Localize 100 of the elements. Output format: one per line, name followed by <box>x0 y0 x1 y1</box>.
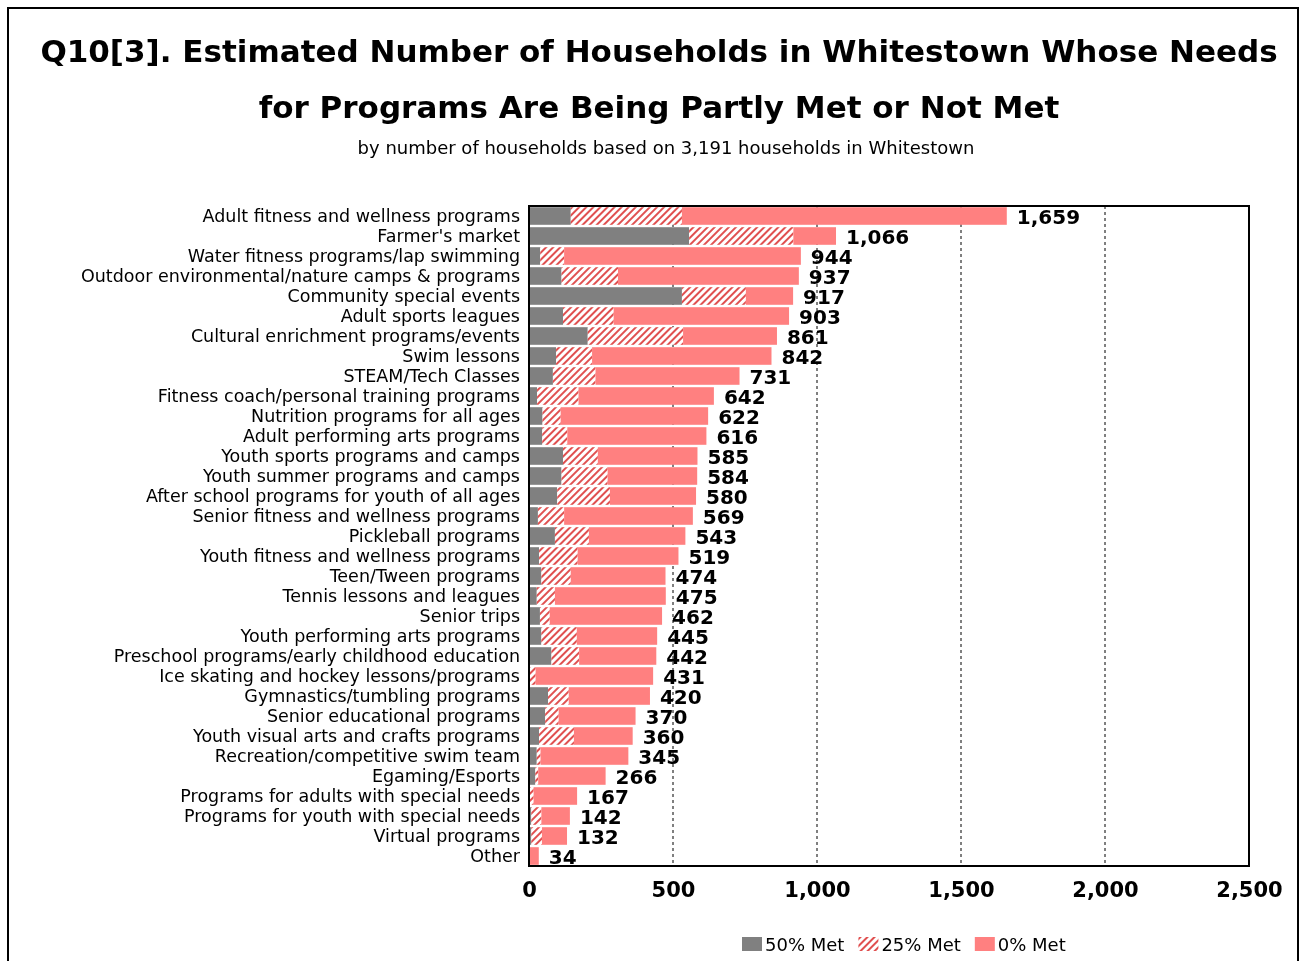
bar <box>560 407 709 425</box>
y-tick-label: Fitness coach/personal training programs <box>157 385 520 406</box>
y-tick-label: Egaming/Esports <box>371 765 520 786</box>
bar <box>529 747 537 765</box>
bar <box>536 587 555 605</box>
bar <box>689 227 794 245</box>
bar <box>597 447 698 465</box>
bar <box>529 327 588 345</box>
bar <box>568 687 650 705</box>
x-tick-label: 1,500 <box>928 877 995 902</box>
y-tick-label: Gymnastics/tumbling programs <box>244 685 520 706</box>
bar <box>562 447 598 465</box>
y-tick-label: Youth sports programs and camps <box>220 445 520 466</box>
bar <box>542 427 568 445</box>
bar <box>529 347 557 365</box>
bar <box>529 487 558 505</box>
bar <box>793 227 837 245</box>
bar <box>576 627 658 645</box>
bar <box>529 587 537 605</box>
bar <box>564 247 801 265</box>
bar <box>561 467 608 485</box>
bar <box>557 487 610 505</box>
bar <box>592 347 772 365</box>
bar <box>529 267 562 285</box>
bar <box>529 567 542 585</box>
bar <box>529 247 541 265</box>
bar <box>570 567 666 585</box>
y-tick-label: Youth performing arts programs <box>239 625 520 646</box>
bar <box>537 387 579 405</box>
bar <box>529 367 553 385</box>
bar <box>541 827 568 845</box>
bar <box>564 507 693 525</box>
bar <box>529 447 563 465</box>
bar <box>570 207 682 225</box>
bar <box>536 747 541 765</box>
y-tick-label: Community special events <box>287 285 520 306</box>
total-label: 1,659 <box>1016 205 1081 229</box>
y-tick-label: Virtual programs <box>373 825 520 846</box>
bar <box>549 607 663 625</box>
bar <box>537 507 565 525</box>
y-tick-label: Senior educational programs <box>266 705 520 726</box>
y-tick-label: Senior fitness and wellness programs <box>192 505 520 526</box>
y-tick-label: Other <box>470 845 521 866</box>
y-tick-label: Adult fitness and wellness programs <box>202 205 520 226</box>
y-tick-label: Preschool programs/early childhood education <box>113 645 520 666</box>
y-tick-label: Youth visual arts and crafts programs <box>192 725 520 746</box>
bar <box>535 667 654 685</box>
bar <box>745 287 794 305</box>
y-tick-label: Pickleball programs <box>348 525 520 546</box>
legend-label: 0% Met <box>997 934 1066 955</box>
total-label: 34 <box>548 845 577 869</box>
bar <box>529 727 540 745</box>
bar <box>567 427 707 445</box>
y-tick-label: Recreation/competitive swim team <box>214 745 520 766</box>
bar <box>529 407 543 425</box>
bar <box>542 407 561 425</box>
bar <box>529 707 546 725</box>
bar <box>529 667 536 685</box>
bar <box>541 567 571 585</box>
bar <box>573 727 633 745</box>
bar <box>551 647 580 665</box>
y-tick-label: STEAM/Tech Classes <box>343 365 520 386</box>
bar <box>552 367 596 385</box>
bar <box>617 267 799 285</box>
y-tick-label: Cultural enrichment programs/events <box>190 325 520 346</box>
bar <box>562 307 614 325</box>
y-tick-label: Ice skating and hockey lessons/programs <box>159 665 520 686</box>
bar <box>683 327 777 345</box>
y-tick-label: Youth fitness and wellness programs <box>199 545 520 566</box>
y-tick-label: Teen/Tween programs <box>328 565 520 586</box>
bar <box>579 647 657 665</box>
bar <box>533 787 578 805</box>
chart-title: Q10[3]. Estimated Number of Households in Whitestown Whose Needs for Programs Are Being Partly Met or Not Met <box>40 33 1278 125</box>
bar <box>539 547 578 565</box>
bar <box>529 627 542 645</box>
bar <box>529 307 563 325</box>
bar <box>529 547 540 565</box>
y-tick-label: Programs for youth with special needs <box>184 805 520 826</box>
bar <box>681 207 1007 225</box>
y-tick-label: Swim lessons <box>402 345 520 366</box>
bar <box>529 467 562 485</box>
x-tick-label: 500 <box>651 877 696 902</box>
bar <box>529 427 543 445</box>
y-tick-label: Programs for adults with special needs <box>180 785 520 806</box>
bar <box>529 207 571 225</box>
y-tick-label: Outdoor environmental/nature camps & programs <box>80 265 520 286</box>
bar <box>588 527 686 545</box>
bar <box>535 767 539 785</box>
bar <box>529 507 538 525</box>
bar <box>540 247 565 265</box>
bar <box>607 467 698 485</box>
bar <box>529 647 552 665</box>
x-tick-label: 2,000 <box>1072 877 1139 902</box>
y-tick-label: Tennis lessons and leagues <box>281 585 520 606</box>
bar <box>541 807 570 825</box>
legend-label: 50% Met <box>765 934 845 955</box>
y-tick-label: After school programs for youth of all ages <box>145 485 520 506</box>
bar <box>539 727 574 745</box>
y-tick-label: Adult performing arts programs <box>243 425 520 446</box>
y-tick-label: Senior trips <box>419 605 520 626</box>
